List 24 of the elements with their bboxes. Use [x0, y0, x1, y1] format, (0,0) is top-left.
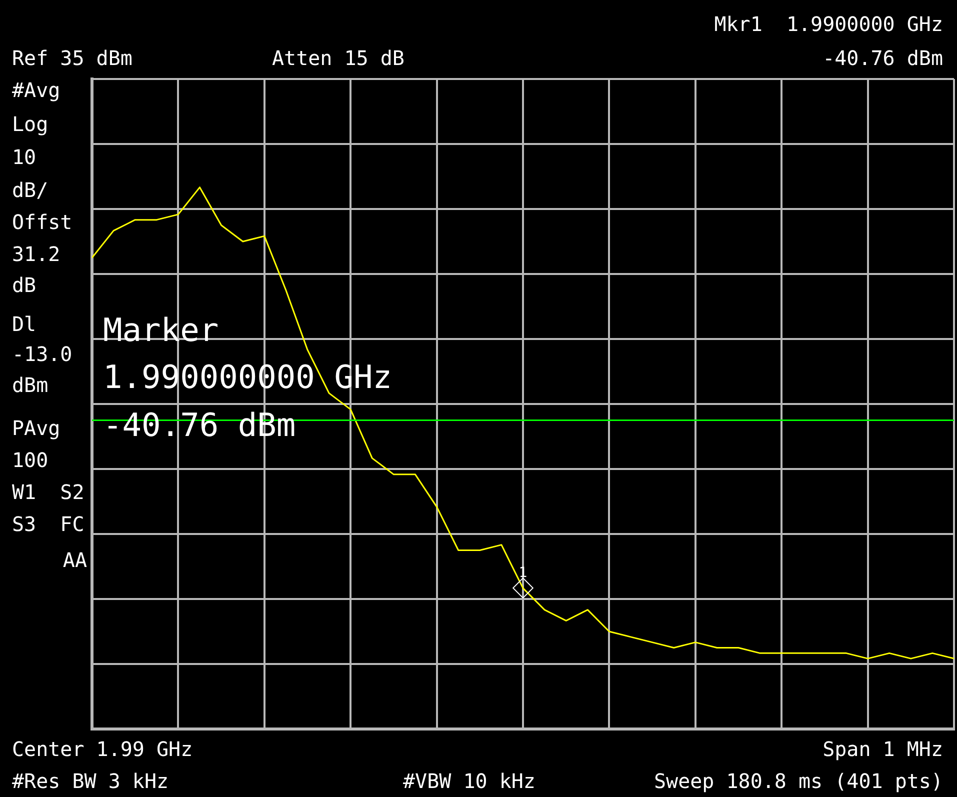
text: AA — [62, 548, 87, 572]
text: Center 1.99 GHz — [12, 737, 193, 761]
text: Mkr1 1.9900000 GHz — [714, 12, 943, 36]
text: 31.2 — [12, 242, 60, 266]
text: #Res BW 3 kHz — [12, 769, 169, 793]
text: W1 S2 — [12, 480, 84, 504]
text: PAvg — [12, 416, 60, 440]
text: -40.76 dBm — [822, 46, 943, 70]
text: Sweep 180.8 ms (401 pts) — [654, 769, 943, 793]
text: 10 — [12, 145, 36, 169]
text: Log — [12, 112, 48, 136]
text: Dl — [12, 312, 36, 336]
text: dBm — [12, 373, 48, 397]
text: S3 FC — [12, 512, 84, 536]
text: dB/ — [12, 178, 48, 202]
text: dB — [12, 273, 36, 297]
text: #VBW 10 kHz — [403, 769, 536, 793]
text: #Avg — [12, 78, 60, 102]
text: Ref 35 dBm — [12, 46, 132, 70]
text: Span 1 MHz — [822, 737, 943, 761]
text: Offst — [12, 210, 72, 234]
text: -13.0 — [12, 342, 72, 366]
text: 100 — [12, 448, 48, 472]
text: Atten 15 dB — [272, 46, 404, 70]
